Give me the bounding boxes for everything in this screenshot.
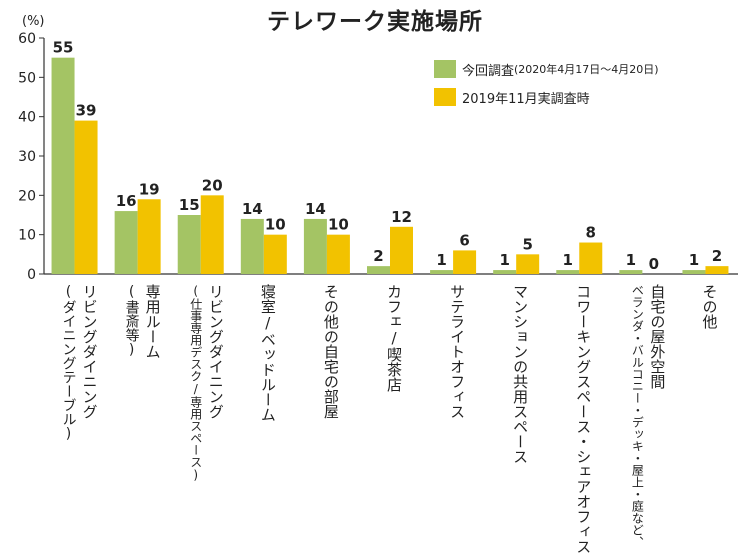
- category-label: マンションの共用スペース: [506, 284, 530, 469]
- category-label-main: その他: [700, 284, 719, 329]
- chart-title: テレワーク実施場所: [267, 9, 483, 35]
- bar-current: [430, 270, 454, 274]
- bar-2019: [326, 234, 350, 274]
- bar-current: [51, 57, 75, 274]
- legend-note-current: (2020年4月17日〜4月20日): [514, 63, 659, 76]
- legend-item-2019: 2019年11月実調査時: [434, 86, 659, 108]
- category-label: サテライトオフィス: [443, 284, 467, 469]
- category-label-sub: (仕事専用デスク/専用スペース): [188, 284, 203, 482]
- bar-2019: [137, 199, 161, 274]
- data-label: 14: [242, 200, 263, 218]
- data-label: 8: [586, 224, 596, 242]
- category-label-main: 寝室/ベッドルーム: [258, 284, 277, 422]
- data-label: 14: [305, 200, 326, 218]
- category-label-sub: (ダイニングテーブル): [60, 284, 77, 442]
- category-label: コワーキングスペース・シェアオフィス: [569, 284, 592, 554]
- y-tick-label: 60: [18, 31, 36, 47]
- data-label: 12: [391, 208, 412, 226]
- category-label-main: リビングダイニング: [80, 284, 99, 419]
- data-label: 1: [563, 251, 573, 269]
- data-label: 1: [436, 251, 446, 269]
- category-label-main: リビングダイニング: [206, 284, 225, 419]
- data-label: 10: [328, 216, 349, 234]
- data-label: 2: [373, 247, 383, 265]
- category-label-main: コワーキングスペース・シェアオフィス: [574, 284, 593, 554]
- legend-swatch-2019: [434, 88, 456, 106]
- data-label: 6: [459, 231, 469, 249]
- bar-current: [682, 270, 706, 274]
- category-label: その他: [695, 284, 719, 469]
- category-label-main: マンションの共用スペース: [511, 284, 530, 464]
- y-tick-label: 10: [18, 228, 36, 244]
- category-label-sub: (書斎等): [123, 284, 140, 358]
- category-label-main: カフェ/喫茶店: [385, 284, 403, 392]
- bar-current: [177, 215, 201, 274]
- data-label: 1: [689, 251, 699, 269]
- bar-current: [303, 218, 327, 274]
- data-label: 0: [649, 255, 659, 273]
- category-label-main: その他の自宅の部屋: [321, 284, 340, 419]
- category-label: その他の自宅の部屋: [317, 284, 340, 469]
- category-label: カフェ/喫茶店: [380, 284, 403, 469]
- data-label: 55: [53, 39, 74, 57]
- bar-2019: [579, 242, 603, 274]
- y-tick-label: 40: [18, 110, 36, 126]
- category-label: リビングダイニング (ダイニングテーブル): [54, 284, 99, 469]
- data-label: 5: [522, 235, 532, 253]
- y-tick-label: 20: [18, 188, 36, 204]
- data-label: 20: [202, 176, 223, 194]
- bar-2019: [453, 250, 477, 274]
- bar-2019: [705, 266, 729, 274]
- category-label: 自宅の屋外空間 ベランダ・バルコニー・デッキ・屋上・庭など、: [621, 284, 667, 548]
- y-tick-label: 0: [27, 267, 36, 283]
- data-label: 39: [76, 102, 97, 120]
- data-label: 15: [179, 196, 200, 214]
- legend-label-current: 今回調査: [462, 63, 515, 79]
- data-label: 10: [265, 216, 286, 234]
- category-label-main: 自宅の屋外空間: [648, 284, 667, 389]
- legend: 今回調査 (2020年4月17日〜4月20日) 2019年11月実調査時: [434, 58, 659, 114]
- bar-current: [114, 211, 138, 274]
- bar-current: [619, 270, 643, 274]
- data-label: 16: [116, 192, 137, 210]
- category-label: 寝室/ベッドルーム: [254, 284, 277, 469]
- bar-2019: [263, 234, 287, 274]
- bar-2019: [390, 226, 413, 274]
- bar-2019: [516, 254, 540, 274]
- category-label-sub: ベランダ・バルコニー・デッキ・屋上・庭など、: [630, 284, 645, 548]
- bar-current: [367, 266, 390, 274]
- y-tick-label: 50: [18, 70, 36, 86]
- bar-current: [240, 218, 264, 274]
- y-axis-unit: (%): [22, 14, 45, 29]
- data-label: 2: [712, 247, 722, 265]
- data-label: 19: [139, 180, 160, 198]
- legend-swatch-current: [434, 60, 456, 78]
- data-label: 1: [626, 251, 636, 269]
- bar-current: [493, 270, 517, 274]
- category-label: 専用ルーム (書斎等): [117, 284, 162, 469]
- bar-2019: [200, 195, 224, 274]
- y-tick-label: 30: [18, 149, 36, 165]
- bar-2019: [74, 120, 98, 274]
- data-label: 1: [499, 251, 509, 269]
- category-label-main: サテライトオフィス: [448, 284, 467, 419]
- bar-current: [556, 270, 580, 274]
- category-label: リビングダイニング (仕事専用デスク/専用スペース): [180, 284, 225, 482]
- legend-item-current: 今回調査 (2020年4月17日〜4月20日): [434, 58, 659, 80]
- legend-label-2019: 2019年11月実調査時: [462, 91, 590, 107]
- category-label-main: 専用ルーム: [143, 284, 162, 359]
